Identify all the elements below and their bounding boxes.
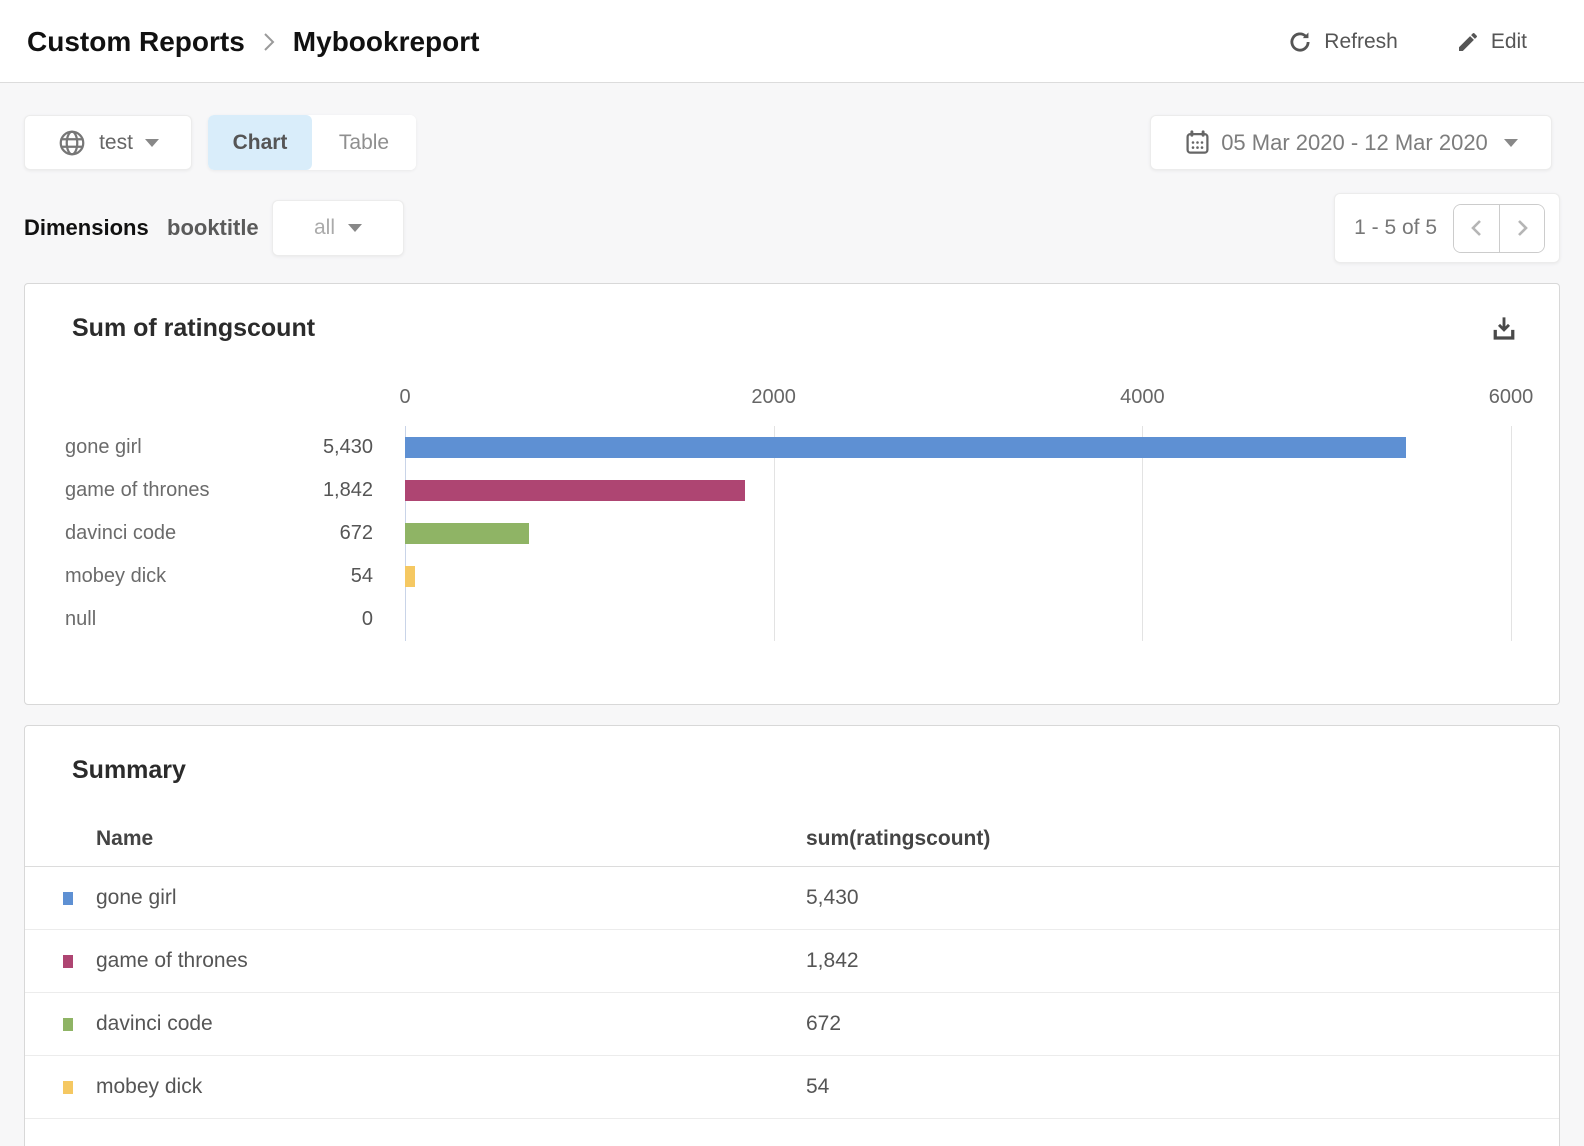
- dimension-filter-dropdown[interactable]: all: [272, 200, 404, 256]
- value-label: 5,430: [322, 436, 373, 458]
- row-name: gone girl: [96, 886, 177, 909]
- chevron-left-icon: [1467, 216, 1487, 240]
- tab-table[interactable]: Table: [312, 115, 416, 170]
- x-tick-label: 4000: [1120, 386, 1165, 408]
- value-label: 0: [361, 608, 373, 630]
- scope-dropdown[interactable]: test: [24, 115, 192, 170]
- download-button[interactable]: [1487, 311, 1521, 345]
- value-label: 1,842: [322, 479, 373, 501]
- globe-icon: [57, 128, 87, 158]
- pencil-icon: [1456, 30, 1480, 54]
- x-tick-label: 0: [399, 386, 411, 408]
- bar[interactable]: [405, 437, 1406, 458]
- calendar-icon: [1184, 129, 1211, 156]
- row-value: 1,842: [806, 949, 859, 972]
- category-label: mobey dick: [65, 565, 167, 587]
- row-name: game of thrones: [96, 949, 248, 972]
- chart-row: mobey dick 54: [25, 555, 1559, 598]
- table-row: gone girl 5,430: [25, 867, 1559, 930]
- filter-bar: test Chart Table 05 Mar 2020 - 12 Mar 20…: [0, 115, 1584, 170]
- column-header-value: sum(ratingscount): [806, 827, 991, 850]
- chevron-right-icon: [1512, 216, 1532, 240]
- bar[interactable]: [405, 480, 745, 501]
- breadcrumb: Custom Reports Mybookreport: [27, 0, 479, 83]
- chevron-right-icon: [261, 30, 277, 54]
- series-color-marker: [63, 1017, 73, 1031]
- header-actions: Refresh Edit: [1287, 0, 1527, 83]
- bar-area: [405, 555, 1511, 598]
- category-label: davinci code: [65, 522, 177, 544]
- dimensions-bar: Dimensions booktitle all 1 - 5 of 5: [0, 193, 1584, 263]
- series-color-marker: [63, 954, 73, 968]
- caret-down-icon: [144, 138, 159, 147]
- dimension-name: booktitle: [167, 215, 259, 240]
- date-range-picker[interactable]: 05 Mar 2020 - 12 Mar 2020: [1150, 115, 1552, 170]
- download-icon: [1489, 313, 1519, 343]
- gridline: [1511, 426, 1512, 641]
- chart-row: gone girl 5,430: [25, 426, 1559, 469]
- table-header: Name sum(ratingscount): [25, 811, 1559, 867]
- tab-chart[interactable]: Chart: [208, 115, 312, 170]
- gridline: [1142, 426, 1144, 641]
- chart-row: davinci code 672: [25, 512, 1559, 555]
- table-row: game of thrones 1,842: [25, 930, 1559, 993]
- chart-title: Sum of ratingscount: [72, 314, 316, 342]
- column-header-name: Name: [96, 827, 154, 850]
- pagination: 1 - 5 of 5: [1334, 193, 1560, 263]
- page-header: Custom Reports Mybookreport Refresh Edit: [0, 0, 1584, 83]
- bar-chart: gone girl 5,430 game of thrones 1,842 davinc…: [25, 426, 1559, 641]
- date-range-value: 05 Mar 2020 - 12 Mar 2020: [1221, 129, 1488, 155]
- category-label: null: [65, 608, 97, 630]
- breadcrumb-root[interactable]: Custom Reports: [27, 25, 245, 57]
- refresh-icon: [1287, 29, 1313, 55]
- summary-rows: gone girl 5,430 game of thrones 1,842 davinc…: [25, 867, 1559, 1119]
- dimension-filter-value: all: [313, 216, 335, 239]
- bar-area: [405, 598, 1511, 641]
- refresh-button[interactable]: Refresh: [1287, 29, 1398, 55]
- series-color-marker: [63, 1080, 73, 1094]
- table-row: mobey dick 54: [25, 1056, 1559, 1119]
- gridline: [773, 426, 775, 641]
- caret-down-icon: [1503, 138, 1518, 147]
- chart-row: game of thrones 1,842: [25, 469, 1559, 512]
- bar-area: [405, 469, 1511, 512]
- pagination-range: 1 - 5 of 5: [1354, 216, 1437, 239]
- series-color-marker: [63, 891, 73, 905]
- edit-label: Edit: [1490, 29, 1527, 53]
- edit-button[interactable]: Edit: [1456, 30, 1527, 54]
- value-label: 54: [350, 565, 373, 587]
- bar[interactable]: [405, 566, 415, 587]
- breadcrumb-current: Mybookreport: [292, 25, 480, 57]
- caret-down-icon: [348, 224, 362, 232]
- summary-title: Summary: [72, 756, 186, 784]
- row-name: mobey dick: [96, 1075, 203, 1098]
- refresh-label: Refresh: [1324, 29, 1398, 53]
- category-label: gone girl: [65, 436, 142, 458]
- row-value: 672: [806, 1012, 842, 1035]
- x-tick-label: 2000: [751, 386, 796, 408]
- pagination-buttons: [1453, 203, 1545, 253]
- bar[interactable]: [405, 523, 529, 544]
- row-value: 5,430: [806, 886, 859, 909]
- chart-card: Sum of ratingscount 0 2000 4000 6000 gone g…: [24, 283, 1560, 705]
- view-toggle: Chart Table: [208, 115, 416, 170]
- chart-row: null 0: [25, 598, 1559, 641]
- next-page-button[interactable]: [1499, 204, 1544, 252]
- chart-rows: gone girl 5,430 game of thrones 1,842 davinc…: [25, 426, 1559, 641]
- scope-value: test: [99, 130, 133, 154]
- table-row: davinci code 672: [25, 993, 1559, 1056]
- summary-card: Summary Name sum(ratingscount) gone girl…: [24, 725, 1560, 1146]
- dimensions-label: Dimensions: [24, 215, 149, 240]
- value-label: 672: [339, 522, 373, 544]
- category-label: game of thrones: [65, 479, 210, 501]
- row-name: davinci code: [96, 1012, 213, 1035]
- x-axis: 0 2000 4000 6000: [399, 386, 1533, 416]
- bar-area: [405, 512, 1511, 555]
- bar-area: [405, 426, 1511, 469]
- prev-page-button[interactable]: [1454, 204, 1499, 252]
- row-value: 54: [806, 1075, 830, 1098]
- x-tick-label: 6000: [1488, 386, 1534, 408]
